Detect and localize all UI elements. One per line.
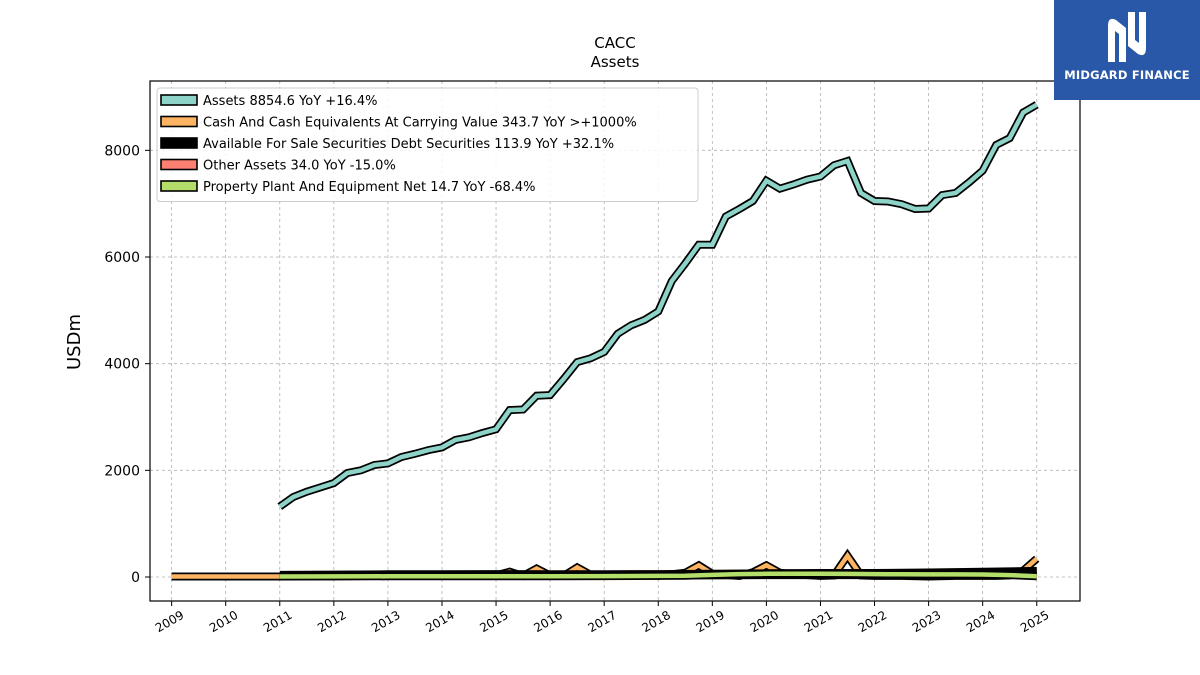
series-line xyxy=(278,102,1038,509)
x-tick-label: 2023 xyxy=(910,608,943,635)
series-assets xyxy=(277,101,1039,510)
legend-swatch xyxy=(160,94,198,106)
x-tick-label: 2011 xyxy=(261,608,294,635)
legend-label: Available For Sale Securities Debt Secur… xyxy=(203,137,614,152)
x-tick-label: 2025 xyxy=(1018,608,1051,635)
brand-name: MIDGARD FINANCE xyxy=(1064,68,1190,82)
legend-item: Other Assets 34.0 YoY -15.0% xyxy=(160,158,396,174)
x-tick-label: 2012 xyxy=(315,608,348,635)
y-axis-label: USDm xyxy=(64,314,85,370)
y-tick-label: 4000 xyxy=(104,357,140,373)
legend-item: Property Plant And Equipment Net 14.7 Yo… xyxy=(160,180,536,195)
y-tick-label: 2000 xyxy=(104,463,140,479)
legend-item: Assets 8854.6 YoY +16.4% xyxy=(160,94,378,109)
legend-item: Available For Sale Securities Debt Secur… xyxy=(160,137,614,152)
x-tick-label: 2024 xyxy=(964,608,997,635)
x-tick-label: 2018 xyxy=(640,608,673,635)
x-tick-label: 2009 xyxy=(153,608,186,635)
brand-logo: MIDGARD FINANCE xyxy=(1054,0,1200,100)
legend-label: Property Plant And Equipment Net 14.7 Yo… xyxy=(203,180,536,195)
legend-label: Cash And Cash Equivalents At Carrying Va… xyxy=(203,116,637,131)
y-tick-label: 8000 xyxy=(104,143,140,159)
legend: Assets 8854.6 YoY +16.4% Cash And Cash Eq… xyxy=(156,87,699,202)
chart-title: CACC xyxy=(594,34,635,52)
plot-frame xyxy=(149,80,1081,602)
legend-swatch xyxy=(160,180,198,192)
x-tick-label: 2010 xyxy=(207,608,240,635)
series-line xyxy=(279,571,1037,579)
legend-label: Other Assets 34.0 YoY -15.0% xyxy=(203,159,396,174)
series-property-plant-and-equipment-net xyxy=(279,569,1037,581)
series-group xyxy=(171,101,1040,581)
legend-item: Cash And Cash Equivalents At Carrying Va… xyxy=(160,115,637,131)
mirrored-m-logo-icon xyxy=(1108,12,1146,62)
y-tick-label: 6000 xyxy=(104,250,140,266)
x-tick-label: 2021 xyxy=(802,608,835,635)
legend-box xyxy=(156,87,699,202)
chart-subtitle: Assets xyxy=(591,53,640,71)
legend-swatch xyxy=(160,137,198,149)
x-tick-label: 2020 xyxy=(748,608,781,635)
legend-label: Assets 8854.6 YoY +16.4% xyxy=(203,94,378,109)
x-tick-label: 2022 xyxy=(856,608,889,635)
x-tick-label: 2019 xyxy=(694,608,727,635)
legend-swatch xyxy=(160,158,198,171)
axis-ticks: 2009 2010 2011 2012 2013 2014 2015 2016 2017 2018… xyxy=(104,143,1051,635)
x-tick-label: 2016 xyxy=(531,608,564,635)
x-tick-label: 2015 xyxy=(477,608,510,635)
y-tick-label: 0 xyxy=(131,570,140,586)
x-tick-label: 2014 xyxy=(423,608,456,635)
x-tick-label: 2017 xyxy=(585,608,618,635)
legend-swatch xyxy=(160,115,198,128)
x-tick-label: 2013 xyxy=(369,608,402,635)
